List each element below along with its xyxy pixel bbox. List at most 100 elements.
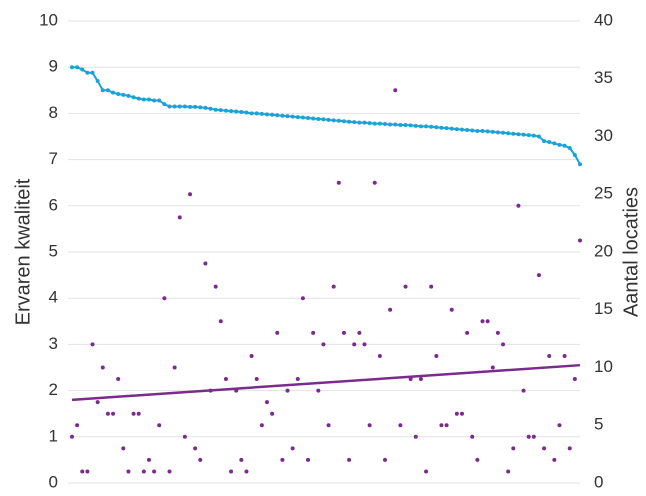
count-point xyxy=(444,423,449,428)
quality-point xyxy=(254,111,259,116)
quality-point xyxy=(434,125,439,130)
count-point xyxy=(105,411,110,416)
count-point xyxy=(480,319,485,324)
count-point xyxy=(557,423,562,428)
count-point xyxy=(383,457,388,462)
quality-point xyxy=(542,139,547,144)
quality-point xyxy=(249,111,254,116)
count-point xyxy=(439,423,444,428)
quality-point xyxy=(547,140,552,145)
count-point xyxy=(521,388,526,393)
quality-point xyxy=(70,65,74,70)
quality-point xyxy=(300,115,305,120)
count-point xyxy=(511,446,516,451)
count-point xyxy=(182,434,187,439)
count-point xyxy=(306,457,311,462)
count-point xyxy=(193,446,198,451)
quality-point xyxy=(90,70,95,75)
count-point xyxy=(459,411,464,416)
count-point xyxy=(567,446,572,451)
count-point xyxy=(264,400,269,405)
quality-point xyxy=(475,128,480,133)
count-point xyxy=(542,446,547,451)
count-point xyxy=(470,434,475,439)
count-point xyxy=(290,446,295,451)
count-point xyxy=(403,284,408,289)
count-point xyxy=(270,411,275,416)
count-point xyxy=(285,388,290,393)
quality-point xyxy=(280,113,285,118)
quality-point xyxy=(239,110,244,115)
quality-point xyxy=(321,117,326,122)
count-point xyxy=(259,423,264,428)
count-point xyxy=(100,365,105,370)
count-point xyxy=(254,377,259,382)
count-point xyxy=(490,365,495,370)
y2-tick-label: 0 xyxy=(594,472,603,491)
count-point xyxy=(136,411,141,416)
y2-tick-label: 15 xyxy=(594,299,613,318)
quality-point xyxy=(182,104,187,109)
quality-point xyxy=(75,65,80,70)
quality-point xyxy=(198,105,203,110)
quality-point xyxy=(408,123,413,128)
y-tick-label: 10 xyxy=(39,10,58,29)
quality-point xyxy=(223,108,228,113)
count-point xyxy=(326,423,331,428)
count-point xyxy=(418,377,423,382)
y2-tick-label: 10 xyxy=(594,357,613,376)
count-point xyxy=(398,423,403,428)
quality-point xyxy=(372,121,377,126)
count-point xyxy=(413,434,418,439)
quality-point xyxy=(393,122,398,127)
count-point xyxy=(424,469,429,474)
count-point xyxy=(547,353,552,358)
y-tick-label: 1 xyxy=(49,426,58,445)
count-point xyxy=(70,434,74,439)
count-point xyxy=(223,377,228,382)
count-point xyxy=(377,353,382,358)
quality-point xyxy=(80,67,85,72)
quality-point xyxy=(167,104,172,109)
count-point xyxy=(177,215,182,220)
quality-point xyxy=(362,120,367,125)
quality-point xyxy=(501,130,506,135)
quality-point xyxy=(552,141,557,146)
quality-point xyxy=(578,162,582,167)
count-point xyxy=(172,365,177,370)
quality-point xyxy=(347,119,352,124)
y-tick-label: 7 xyxy=(49,149,58,168)
y2-axis-title: Aantal locaties xyxy=(620,187,642,317)
quality-point xyxy=(341,119,346,124)
quality-point xyxy=(470,128,475,133)
count-point xyxy=(80,469,85,474)
count-point xyxy=(95,400,100,405)
quality-point xyxy=(229,109,234,114)
quality-point xyxy=(536,134,541,139)
quality-point xyxy=(454,127,459,132)
quality-point xyxy=(357,120,362,125)
count-point xyxy=(367,423,372,428)
quality-point xyxy=(495,130,500,135)
count-point xyxy=(213,284,218,289)
quality-point xyxy=(326,117,331,122)
quality-point xyxy=(331,118,336,123)
quality-point xyxy=(162,102,167,107)
quality-point xyxy=(562,143,567,148)
quality-point xyxy=(295,115,300,120)
quality-point xyxy=(152,98,157,103)
quality-point xyxy=(306,116,311,121)
quality-point xyxy=(413,123,418,128)
count-point xyxy=(141,469,146,474)
count-point xyxy=(485,319,490,324)
quality-point xyxy=(429,124,434,129)
count-point xyxy=(121,446,126,451)
count-point xyxy=(552,457,557,462)
count-point xyxy=(321,342,326,347)
quality-point xyxy=(485,129,490,134)
y-axis-title: Ervaren kwaliteit xyxy=(12,178,34,325)
quality-point xyxy=(572,152,577,157)
y2-tick-label: 25 xyxy=(594,184,613,203)
quality-point xyxy=(136,96,141,101)
